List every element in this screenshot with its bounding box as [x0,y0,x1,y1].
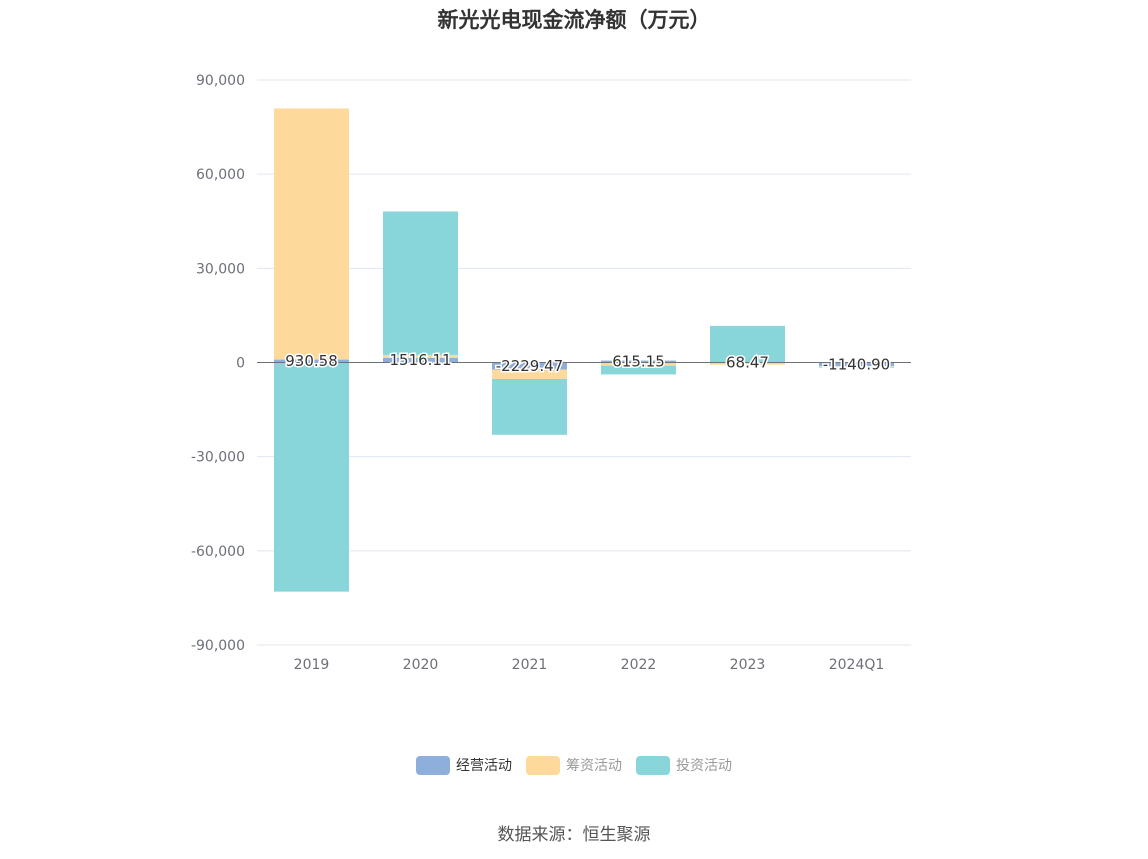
bar-investing-2023[interactable] [710,325,785,363]
x-tick-label: 2019 [294,657,330,673]
data-label-operating: -2229.47 [496,357,563,375]
data-label-operating: 930.58 [285,352,338,370]
bar-financing-2023[interactable] [710,362,785,365]
bar-operating-2019[interactable] [274,359,349,363]
bar-operating-2020[interactable] [383,357,458,363]
bar-financing-2024Q1[interactable] [819,366,894,367]
bar-financing-2019[interactable] [274,108,349,360]
y-tick-label: 30,000 [196,261,245,277]
x-axis-ticks: 2019 2020 2021 2022 2023 2024Q1 [294,657,885,673]
bar-investing-2019[interactable] [274,362,349,592]
x-tick-label: 2023 [730,657,766,673]
x-tick-label: 2024Q1 [829,657,885,673]
bar-financing-2022[interactable] [601,362,676,366]
data-label-operating: 1516.11 [389,351,451,369]
bars [274,108,894,592]
bar-operating-2022[interactable] [601,360,676,363]
legend-label-operating: 经营活动 [456,758,512,774]
cash-flow-chart: 90,000 60,000 30,000 0 -30,000 -60,000 -90,000… [191,73,911,673]
bar-operating-2021[interactable] [492,362,567,370]
legend-label-investing: 投资活动 [676,758,732,774]
legend-swatch-investing [636,755,670,775]
bar-investing-2021[interactable] [492,378,567,435]
bar-investing-2022[interactable] [601,365,676,375]
bar-investing-2024Q1[interactable] [819,366,894,368]
y-tick-label: 60,000 [196,167,245,183]
y-tick-label: -60,000 [191,544,245,560]
data-label-operating: 68.47 [726,353,769,371]
y-tick-label: -90,000 [191,638,245,654]
x-tick-label: 2022 [621,657,657,673]
data-labels: 930.58 1516.11 -2229.47 615.15 68.47 -1140.90 [284,350,892,377]
data-label-operating: -1140.90 [823,355,890,373]
x-tick-label: 2020 [403,657,439,673]
legend: 经营活动 筹资活动 投资活动 [0,755,1148,775]
bar-operating-2024Q1[interactable] [819,362,894,367]
legend-swatch-financing [526,755,560,775]
y-tick-label: 0 [236,356,245,372]
bar-financing-2020[interactable] [383,354,458,358]
data-label-operating: 615.15 [612,353,665,371]
y-tick-label: 90,000 [196,73,245,89]
data-source: 数据来源：恒生聚源 [497,825,651,845]
legend-item-operating[interactable]: 经营活动 [416,755,512,775]
legend-item-investing[interactable]: 投资活动 [636,755,732,775]
bar-investing-2020[interactable] [383,211,458,355]
y-tick-label: -30,000 [191,450,245,466]
x-tick-label: 2021 [512,657,548,673]
legend-swatch-operating [416,755,450,775]
legend-item-financing[interactable]: 筹资活动 [526,755,622,775]
bar-financing-2021[interactable] [492,369,567,379]
y-axis-ticks: 90,000 60,000 30,000 0 -30,000 -60,000 -90,000 [191,73,245,654]
chart-title: 新光光电现金流净额（万元） [437,8,711,32]
legend-label-financing: 筹资活动 [566,758,622,774]
grid-lines [257,79,911,646]
